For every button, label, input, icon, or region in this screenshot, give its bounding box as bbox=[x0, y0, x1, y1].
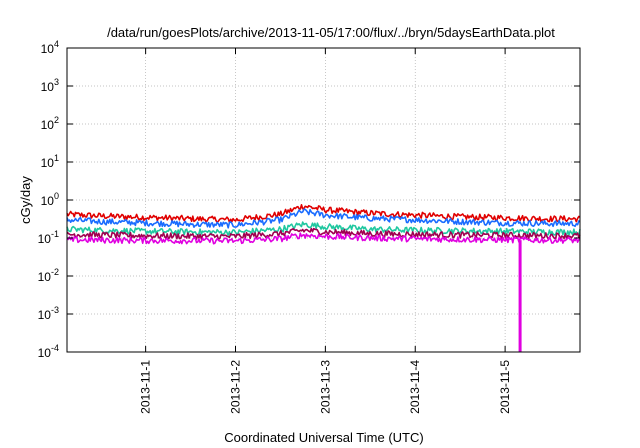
y-tick-exponent: 3 bbox=[54, 77, 59, 87]
x-axis-label: Coordinated Universal Time (UTC) bbox=[224, 430, 423, 445]
y-tick-base: 10 bbox=[38, 270, 52, 284]
y-tick-exponent: -2 bbox=[51, 267, 59, 277]
grid bbox=[67, 48, 580, 352]
y-tick-base: 10 bbox=[41, 194, 55, 208]
x-tick-label: 2013-11-4 bbox=[408, 360, 422, 414]
y-tick-label: 101 bbox=[41, 153, 59, 170]
y-tick-base: 10 bbox=[41, 42, 55, 56]
y-tick-exponent: -4 bbox=[51, 343, 59, 353]
y-tick-label: 104 bbox=[41, 39, 59, 56]
y-tick-exponent: -1 bbox=[51, 229, 59, 239]
y-tick-base: 10 bbox=[41, 80, 55, 94]
y-tick-label: 100 bbox=[41, 191, 59, 208]
y-tick-label: 10-2 bbox=[38, 267, 59, 284]
y-tick-exponent: 1 bbox=[54, 153, 59, 163]
x-tick-label: 2013-11-3 bbox=[318, 360, 332, 414]
y-tick-exponent: 4 bbox=[54, 39, 59, 49]
y-tick-label: 102 bbox=[41, 115, 59, 132]
y-tick-label: 10-3 bbox=[38, 305, 59, 322]
y-tick-label: 103 bbox=[41, 77, 59, 94]
x-tick-label: 2013-11-1 bbox=[139, 360, 153, 414]
y-tick-base: 10 bbox=[38, 308, 52, 322]
series-group bbox=[66, 204, 581, 352]
y-tick-label: 10-1 bbox=[38, 229, 59, 246]
y-tick-base: 10 bbox=[41, 118, 55, 132]
y-tick-exponent: -3 bbox=[51, 305, 59, 315]
y-tick-base: 10 bbox=[41, 156, 55, 170]
y-tick-base: 10 bbox=[38, 232, 52, 246]
y-tick-base: 10 bbox=[38, 346, 52, 360]
series-line-5 bbox=[66, 232, 581, 245]
x-axis: 2013-11-1 2013-11-2 2013-11-3 2013-11-4 2013… bbox=[139, 48, 512, 414]
y-tick-exponent: 2 bbox=[54, 115, 59, 125]
chart-title: /data/run/goesPlots/archive/2013-11-05/1… bbox=[107, 25, 555, 40]
plot-frame bbox=[66, 47, 581, 353]
y-tick-label: 10-4 bbox=[38, 343, 59, 360]
series-line-4 bbox=[66, 227, 581, 241]
x-tick-label: 2013-11-5 bbox=[498, 360, 512, 414]
series-line-2 bbox=[66, 208, 581, 229]
series-line-3 bbox=[66, 221, 581, 237]
series-line-1 bbox=[66, 204, 581, 224]
y-axis-label: cGy/day bbox=[18, 176, 33, 224]
x-tick-label: 2013-11-2 bbox=[229, 360, 243, 414]
y-tick-exponent: 0 bbox=[54, 191, 59, 201]
